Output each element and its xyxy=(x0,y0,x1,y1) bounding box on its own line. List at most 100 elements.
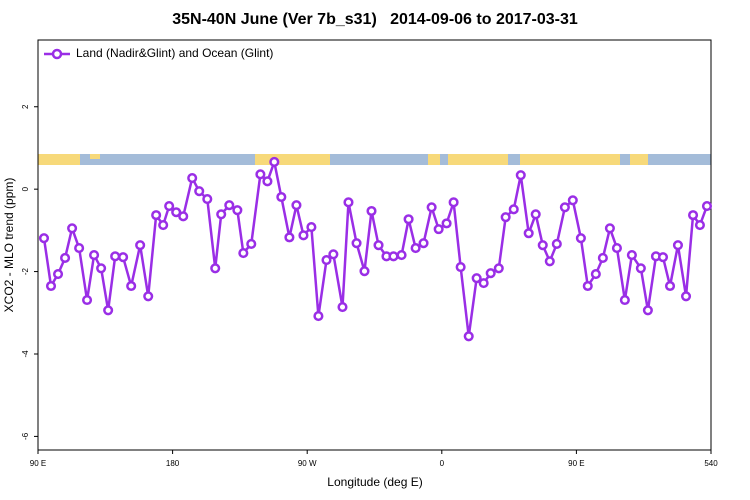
data-point xyxy=(178,211,189,222)
data-point xyxy=(611,243,622,254)
legend-label: Land (Nadir&Glint) and Ocean (Glint) xyxy=(76,46,273,60)
y-tick-label: 0 xyxy=(21,186,30,191)
x-tick-label: 0 xyxy=(440,459,445,468)
data-point xyxy=(396,250,407,261)
data-point xyxy=(255,169,266,180)
x-tick-label: 180 xyxy=(166,459,180,468)
data-point xyxy=(544,256,555,267)
data-point xyxy=(232,205,243,216)
data-point xyxy=(158,219,169,231)
plot-frame xyxy=(37,39,712,451)
x-tick-label: 540 xyxy=(704,459,718,468)
data-point xyxy=(642,305,653,316)
data-point xyxy=(359,266,370,277)
data-point xyxy=(343,197,354,208)
data-point xyxy=(551,238,562,250)
data-point xyxy=(455,261,466,273)
data-point xyxy=(269,156,280,168)
data-point xyxy=(575,233,586,244)
data-point xyxy=(537,240,548,251)
data-point xyxy=(448,197,459,208)
data-point xyxy=(291,200,302,211)
data-point xyxy=(321,254,332,266)
data-point xyxy=(151,210,162,221)
data-point xyxy=(567,195,578,206)
data-point xyxy=(426,202,437,213)
data-point xyxy=(657,252,669,263)
data-point xyxy=(688,210,699,221)
data-point xyxy=(216,209,227,220)
x-axis-label: Longitude (deg E) xyxy=(327,475,422,489)
data-point xyxy=(60,252,71,264)
legend-marker xyxy=(51,48,63,60)
data-point xyxy=(171,207,182,218)
data-point xyxy=(441,218,452,229)
data-point xyxy=(110,251,121,262)
data-point xyxy=(672,240,683,251)
y-tick-label: -4 xyxy=(21,350,30,358)
data-point xyxy=(224,200,235,211)
y-tick-label: -2 xyxy=(21,267,30,275)
chart-title: 35N-40N June (Ver 7b_s31) 2014-09-06 to … xyxy=(172,11,578,28)
data-point xyxy=(597,252,608,264)
x-tick-label: 90 W xyxy=(298,459,317,468)
data-point xyxy=(52,269,64,280)
data-point xyxy=(210,263,221,274)
data-point xyxy=(604,223,615,234)
data-point xyxy=(298,230,309,241)
data-point xyxy=(118,252,129,263)
data-point xyxy=(626,250,637,261)
data-point xyxy=(635,263,646,274)
data-point xyxy=(38,233,50,244)
data-point xyxy=(306,222,317,233)
data-point xyxy=(619,294,630,306)
legend: Land (Nadir&Glint) and Ocean (Glint) xyxy=(44,46,273,60)
x-tick-label: 90 E xyxy=(568,459,584,468)
data-point xyxy=(202,194,213,205)
data-point xyxy=(337,301,348,313)
data-point xyxy=(582,280,593,292)
data-point xyxy=(74,243,85,254)
data-point xyxy=(463,331,474,342)
data-point xyxy=(45,280,57,292)
y-tick-label: -6 xyxy=(21,432,30,440)
data-point xyxy=(388,251,399,262)
data-point xyxy=(164,201,175,212)
data-point xyxy=(284,232,295,243)
data-point xyxy=(328,249,339,260)
data-point xyxy=(493,263,504,274)
data-point xyxy=(680,291,692,302)
data-point xyxy=(126,280,137,292)
data-point xyxy=(366,205,377,217)
data-point xyxy=(96,263,107,274)
data-point xyxy=(262,176,273,187)
data-point xyxy=(508,204,519,215)
data-point xyxy=(478,278,489,289)
data-point xyxy=(485,268,496,279)
data-point xyxy=(246,238,257,250)
data-point xyxy=(664,280,676,292)
y-axis-label: XCO2 - MLO trend (ppm) xyxy=(2,178,16,313)
data-point xyxy=(135,240,146,251)
data-point xyxy=(500,212,511,223)
data-point xyxy=(701,201,713,212)
data-point xyxy=(694,219,705,231)
data-point xyxy=(590,269,601,280)
data-point xyxy=(67,223,78,234)
y-tick-label: 2 xyxy=(21,104,30,109)
data-point xyxy=(313,311,324,322)
surface-strip xyxy=(38,154,711,165)
data-point xyxy=(373,240,384,251)
data-point xyxy=(276,191,287,203)
data-point xyxy=(89,250,100,261)
data-point xyxy=(515,170,526,181)
data-point xyxy=(143,291,154,302)
data-point xyxy=(194,186,205,197)
data-point xyxy=(530,209,541,220)
x-tick-label: 90 E xyxy=(30,459,46,468)
data-point xyxy=(559,202,570,213)
data-point xyxy=(238,247,249,259)
data-point xyxy=(103,305,114,316)
data-point xyxy=(471,273,482,284)
